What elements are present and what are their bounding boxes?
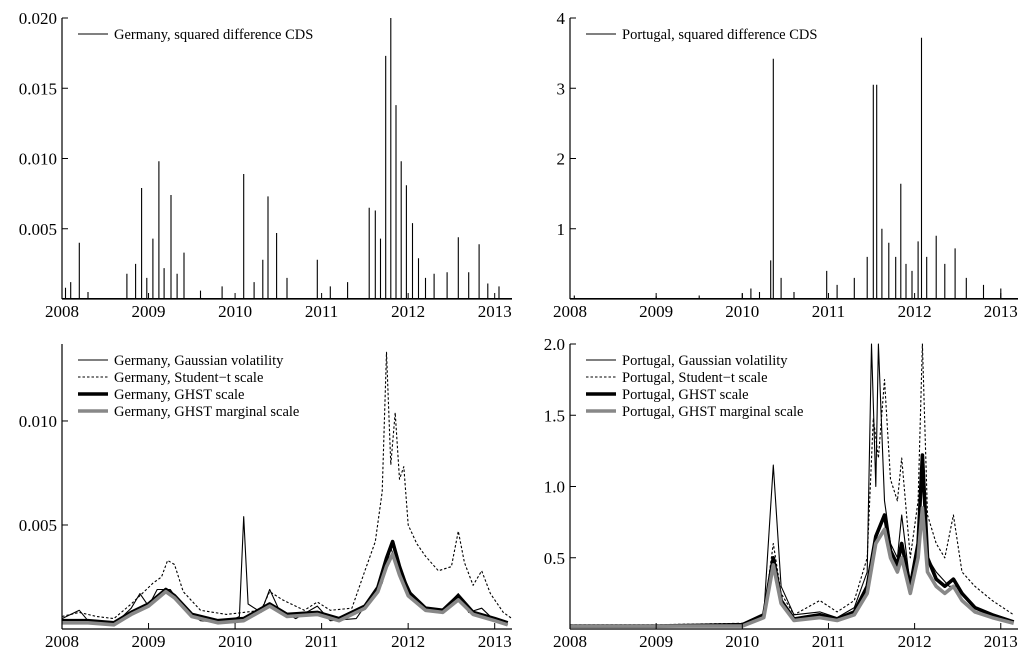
legend-label: Germany, Gaussian volatility <box>114 353 284 369</box>
series-line-4-1 <box>570 343 1014 627</box>
x-tick-label: 2009 <box>132 302 166 321</box>
x-tick-label: 2012 <box>391 632 425 651</box>
legend-label: Germany, GHST marginal scale <box>114 404 299 420</box>
x-tick-label: 2010 <box>725 632 759 651</box>
series-line-4-3 <box>570 453 1015 628</box>
chart-panel-4: 0.5 1.0 1.5 2.0 2008 2009 2010 2011 2012 2013 Port… <box>544 335 1018 651</box>
y-tick-label: 1.5 <box>544 406 565 425</box>
x-tick-label: 2011 <box>812 302 845 321</box>
series-line-1-1 <box>62 18 512 300</box>
x-tick-label: 2008 <box>553 632 587 651</box>
y-tick-label: 0.015 <box>19 79 57 98</box>
legend-label: Germany, Student−t scale <box>114 370 263 386</box>
y-tick-label: 0.005 <box>19 516 57 535</box>
y-tick-label: 1 <box>557 220 566 239</box>
x-tick-label: 2013 <box>478 302 512 321</box>
chart-panel-1: 0.005 0.010 0.015 0.020 2008 2009 2010 2011 2012… <box>19 9 512 321</box>
y-tick-label: 3 <box>557 79 566 98</box>
legend-label: Portugal, Gaussian volatility <box>622 353 788 369</box>
x-tick-label: 2008 <box>45 302 79 321</box>
x-tick-label: 2012 <box>391 302 425 321</box>
series-line-3-4 <box>62 552 509 627</box>
series-line-4-2 <box>570 343 1015 626</box>
x-tick-label: 2009 <box>639 632 673 651</box>
chart-panel-2: 1 2 3 4 2008 2009 2010 2011 2012 2013 Portugal, sq… <box>553 9 1018 321</box>
x-tick-label: 2013 <box>984 632 1018 651</box>
chart-panel-3: 0.005 0.010 2008 2009 2010 2011 2012 2013 German… <box>19 344 513 651</box>
y-tick-label: 0.010 <box>19 150 57 169</box>
y-tick-label: 1.0 <box>544 478 565 497</box>
y-tick-label: 2.0 <box>544 335 565 354</box>
x-tick-label: 2010 <box>218 302 252 321</box>
legend-label: Portugal, Student−t scale <box>622 370 768 386</box>
x-tick-label: 2012 <box>898 632 932 651</box>
x-tick-label: 2009 <box>132 632 166 651</box>
x-tick-label: 2012 <box>898 302 932 321</box>
y-tick-label: 0.5 <box>544 549 565 568</box>
series-line-4-4 <box>570 506 1015 628</box>
y-tick-label: 0.010 <box>19 412 57 431</box>
x-tick-label: 2010 <box>725 302 759 321</box>
y-tick-label: 2 <box>557 150 566 169</box>
x-tick-label: 2008 <box>45 632 79 651</box>
x-tick-label: 2010 <box>218 632 252 651</box>
series-line-3-2 <box>61 351 513 620</box>
x-tick-label: 2009 <box>639 302 673 321</box>
x-tick-label: 2008 <box>553 302 587 321</box>
y-tick-label: 0.020 <box>19 9 57 28</box>
series-line-2-1 <box>570 37 1018 300</box>
legend-label: Germany, squared difference CDS <box>114 27 313 43</box>
legend-label: Portugal, GHST marginal scale <box>622 404 804 420</box>
x-tick-label: 2013 <box>984 302 1018 321</box>
y-tick-label: 0.005 <box>19 220 57 239</box>
x-tick-label: 2011 <box>305 302 338 321</box>
legend-label: Portugal, GHST scale <box>622 387 749 403</box>
x-tick-label: 2013 <box>478 632 512 651</box>
y-tick-label: 4 <box>557 9 566 28</box>
x-tick-label: 2011 <box>812 632 845 651</box>
x-tick-label: 2011 <box>305 632 338 651</box>
legend-label: Portugal, squared difference CDS <box>622 27 817 43</box>
legend-label: Germany, GHST scale <box>114 387 244 403</box>
